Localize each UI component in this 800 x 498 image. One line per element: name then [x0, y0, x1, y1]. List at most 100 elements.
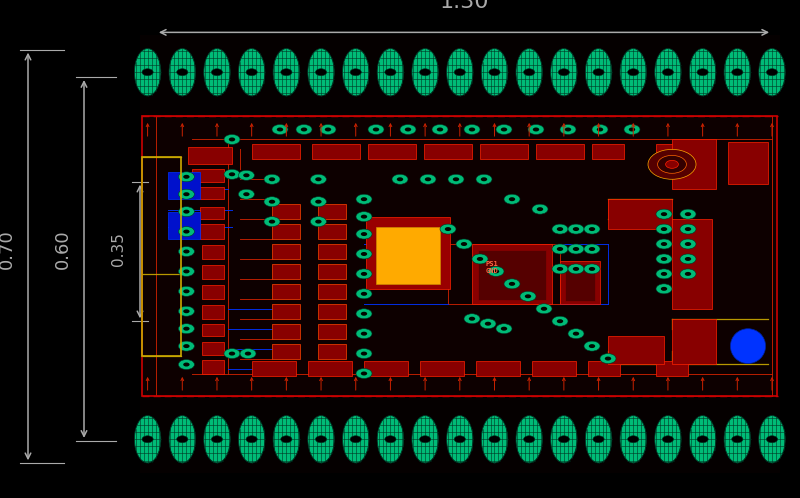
Bar — [672, 219, 712, 309]
Circle shape — [680, 269, 696, 279]
Circle shape — [661, 227, 667, 231]
Circle shape — [656, 284, 672, 294]
Circle shape — [573, 267, 579, 271]
Circle shape — [537, 207, 543, 211]
Circle shape — [356, 212, 372, 222]
Circle shape — [589, 247, 595, 251]
Bar — [476, 361, 520, 376]
Circle shape — [488, 266, 504, 276]
Circle shape — [489, 69, 500, 76]
Circle shape — [766, 436, 778, 443]
Circle shape — [178, 306, 194, 316]
Circle shape — [558, 69, 570, 76]
Bar — [272, 344, 300, 359]
Ellipse shape — [169, 415, 195, 463]
Text: 0.35: 0.35 — [111, 232, 126, 266]
Circle shape — [648, 149, 696, 179]
Circle shape — [541, 307, 547, 311]
Circle shape — [183, 363, 190, 367]
Bar — [318, 244, 346, 259]
Circle shape — [680, 239, 696, 249]
Circle shape — [356, 309, 372, 319]
Circle shape — [356, 329, 372, 339]
Circle shape — [178, 266, 194, 276]
Circle shape — [661, 287, 667, 291]
Circle shape — [178, 247, 194, 256]
Ellipse shape — [238, 415, 265, 463]
Circle shape — [568, 329, 584, 339]
Ellipse shape — [724, 48, 750, 96]
Bar — [196, 187, 224, 199]
Text: 0.70: 0.70 — [0, 229, 15, 269]
Circle shape — [325, 127, 331, 131]
Circle shape — [142, 436, 154, 443]
Circle shape — [229, 352, 235, 356]
Circle shape — [589, 344, 595, 348]
Circle shape — [680, 254, 696, 264]
Circle shape — [301, 127, 307, 131]
Ellipse shape — [308, 48, 334, 96]
Circle shape — [593, 436, 604, 443]
Circle shape — [356, 349, 372, 359]
Circle shape — [509, 282, 515, 286]
Ellipse shape — [238, 48, 265, 96]
Circle shape — [264, 197, 280, 207]
Circle shape — [183, 344, 190, 348]
Bar — [272, 264, 300, 279]
Bar — [202, 360, 224, 374]
Bar — [560, 261, 600, 304]
Ellipse shape — [342, 415, 369, 463]
Circle shape — [477, 257, 483, 261]
Ellipse shape — [482, 415, 508, 463]
Ellipse shape — [446, 48, 473, 96]
Ellipse shape — [620, 415, 646, 463]
Bar — [142, 116, 777, 396]
Circle shape — [385, 436, 396, 443]
Circle shape — [264, 174, 280, 184]
Circle shape — [568, 244, 584, 254]
Bar — [200, 207, 224, 219]
Circle shape — [656, 269, 672, 279]
Circle shape — [315, 200, 322, 204]
Bar — [588, 361, 620, 376]
Circle shape — [281, 436, 292, 443]
Ellipse shape — [586, 415, 612, 463]
Circle shape — [685, 272, 691, 276]
Circle shape — [272, 124, 288, 134]
Circle shape — [310, 197, 326, 207]
Circle shape — [523, 436, 534, 443]
Circle shape — [456, 239, 472, 249]
Circle shape — [211, 69, 222, 76]
Circle shape — [425, 177, 431, 181]
Bar — [536, 144, 584, 159]
Circle shape — [269, 220, 275, 224]
Bar — [672, 319, 716, 364]
Ellipse shape — [586, 48, 612, 96]
Circle shape — [356, 229, 372, 239]
Circle shape — [315, 69, 326, 76]
Circle shape — [178, 324, 194, 334]
Bar — [318, 304, 346, 319]
Circle shape — [142, 69, 154, 76]
Circle shape — [240, 349, 256, 359]
Circle shape — [315, 220, 322, 224]
Bar — [472, 244, 552, 304]
Circle shape — [589, 227, 595, 231]
Ellipse shape — [204, 48, 230, 96]
Circle shape — [624, 124, 640, 134]
Bar — [728, 142, 768, 184]
Circle shape — [680, 224, 696, 234]
Ellipse shape — [482, 48, 508, 96]
Circle shape — [661, 212, 667, 216]
Bar — [202, 342, 224, 355]
Circle shape — [568, 264, 584, 274]
Circle shape — [183, 309, 190, 313]
Bar — [252, 361, 296, 376]
Ellipse shape — [378, 48, 404, 96]
Bar — [424, 144, 472, 159]
Circle shape — [584, 264, 600, 274]
Circle shape — [183, 269, 190, 273]
Circle shape — [501, 127, 507, 131]
Circle shape — [504, 194, 520, 204]
Circle shape — [183, 327, 190, 331]
